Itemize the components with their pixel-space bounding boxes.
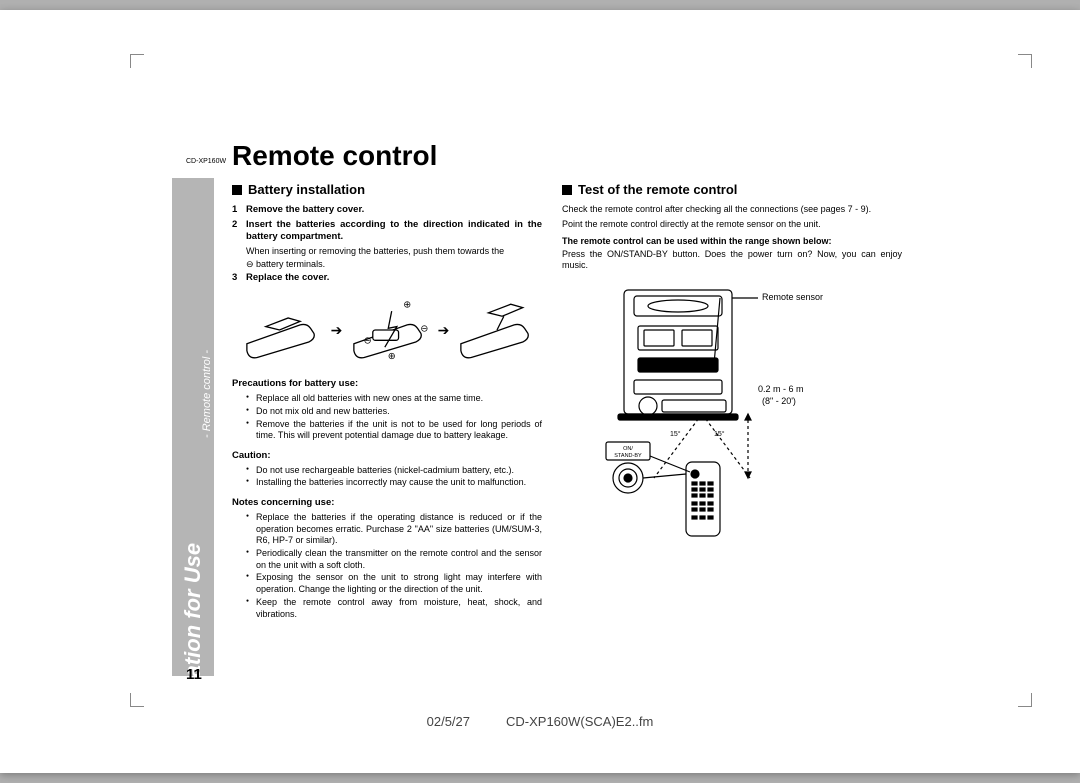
list-item: Replace all old batteries with new ones … <box>246 393 542 405</box>
footer-date: 02/5/27 <box>427 714 470 729</box>
footer: 02/5/27 CD-XP160W(SCA)E2..fm <box>427 714 654 729</box>
step-text: Replace the cover. <box>246 272 329 283</box>
square-bullet-icon <box>232 185 242 195</box>
svg-text:⊕: ⊕ <box>403 300 411 311</box>
list-item: Do not mix old and new batteries. <box>246 406 542 418</box>
remote-cover-on-icon <box>454 295 540 365</box>
section-heading-test: Test of the remote control <box>562 182 902 198</box>
step-text: Insert the batteries according to the di… <box>246 219 542 242</box>
bold-line: The remote control can be used within th… <box>562 236 902 247</box>
crop-mark <box>1018 693 1032 707</box>
distance-imperial-label: (8" - 20') <box>762 396 796 406</box>
list-item: Do not use rechargeable batteries (nicke… <box>246 465 542 477</box>
angle-right-label: 15° <box>714 430 725 438</box>
model-code: CD-XP160W <box>186 158 226 165</box>
svg-text:⊖: ⊖ <box>420 324 428 335</box>
battery-illustration: ➔ ⊕ ⊖ ⊖ ⊕ ➔ <box>240 290 540 370</box>
crop-mark <box>1018 54 1032 68</box>
step-number: 3 <box>232 272 246 284</box>
svg-text:⊖: ⊖ <box>364 336 372 347</box>
remote-insert-batteries-icon: ⊕ ⊖ ⊖ ⊕ <box>347 295 433 365</box>
step-number: 2 <box>232 219 246 243</box>
sidebar-sub-label: - Remote control - <box>201 350 213 438</box>
heading-text: Battery installation <box>248 182 365 198</box>
remote-sensor-label: Remote sensor <box>762 292 823 302</box>
notes-list: Replace the batteries if the operating d… <box>246 512 542 620</box>
precautions-heading: Precautions for battery use: <box>232 378 542 390</box>
distance-label: 0.2 m - 6 m <box>758 384 804 394</box>
caution-heading: Caution: <box>232 450 542 462</box>
notes-heading: Notes concerning use: <box>232 497 542 509</box>
step-2: 2 Insert the batteries according to the … <box>232 219 542 243</box>
list-item: Replace the batteries if the operating d… <box>246 512 542 547</box>
step-3: 3 Replace the cover. <box>232 272 542 284</box>
right-column: Test of the remote control Check the rem… <box>562 182 902 542</box>
standby-label-line1: ON/ <box>623 446 633 452</box>
paragraph: Check the remote control after checking … <box>562 204 902 215</box>
caution-list: Do not use rechargeable batteries (nicke… <box>246 465 542 489</box>
footer-file: CD-XP160W(SCA)E2..fm <box>506 714 653 729</box>
sidebar-main-label: Preparation for Use <box>180 543 206 747</box>
step-number: 1 <box>232 204 246 216</box>
square-bullet-icon <box>562 185 572 195</box>
crop-mark <box>130 54 144 68</box>
paragraph: Press the ON/STAND-BY button. Does the p… <box>562 249 902 272</box>
list-item: Remove the batteries if the unit is not … <box>246 419 542 442</box>
list-item: Periodically clean the transmitter on th… <box>246 548 542 571</box>
standby-label-line2: STAND-BY <box>614 453 642 459</box>
angle-left-label: 15° <box>670 430 681 438</box>
page-title: Remote control <box>232 140 437 172</box>
svg-text:⊕: ⊕ <box>388 351 396 362</box>
section-heading-battery: Battery installation <box>232 182 542 198</box>
arrow-icon: ➔ <box>437 322 450 340</box>
page-number: 11 <box>186 666 202 683</box>
list-item: Keep the remote control away from moistu… <box>246 597 542 620</box>
paragraph: Point the remote control directly at the… <box>562 219 902 230</box>
left-column: Battery installation 1 Remove the batter… <box>232 182 542 621</box>
remote-cover-off-icon <box>240 295 326 365</box>
section-sidebar: Preparation for Use - Remote control - <box>172 178 214 676</box>
crop-mark <box>130 693 144 707</box>
step-1: 1 Remove the battery cover. <box>232 204 542 216</box>
range-illustration: Remote sensor 0.2 m - 6 m (8" - 20') 15°… <box>562 282 882 542</box>
manual-page: CD-XP160W Remote control Preparation for… <box>0 10 1080 773</box>
step-note: When inserting or removing the batteries… <box>246 246 542 257</box>
list-item: Installing the batteries incorrectly may… <box>246 477 542 489</box>
heading-text: Test of the remote control <box>578 182 737 198</box>
list-item: Exposing the sensor on the unit to stron… <box>246 572 542 595</box>
arrow-icon: ➔ <box>330 322 343 340</box>
range-diagram-icon: Remote sensor 0.2 m - 6 m (8" - 20') 15°… <box>562 282 882 542</box>
step-text: Remove the battery cover. <box>246 204 364 215</box>
precautions-list: Replace all old batteries with new ones … <box>246 393 542 442</box>
step-note: ⊖ battery terminals. <box>246 259 542 270</box>
